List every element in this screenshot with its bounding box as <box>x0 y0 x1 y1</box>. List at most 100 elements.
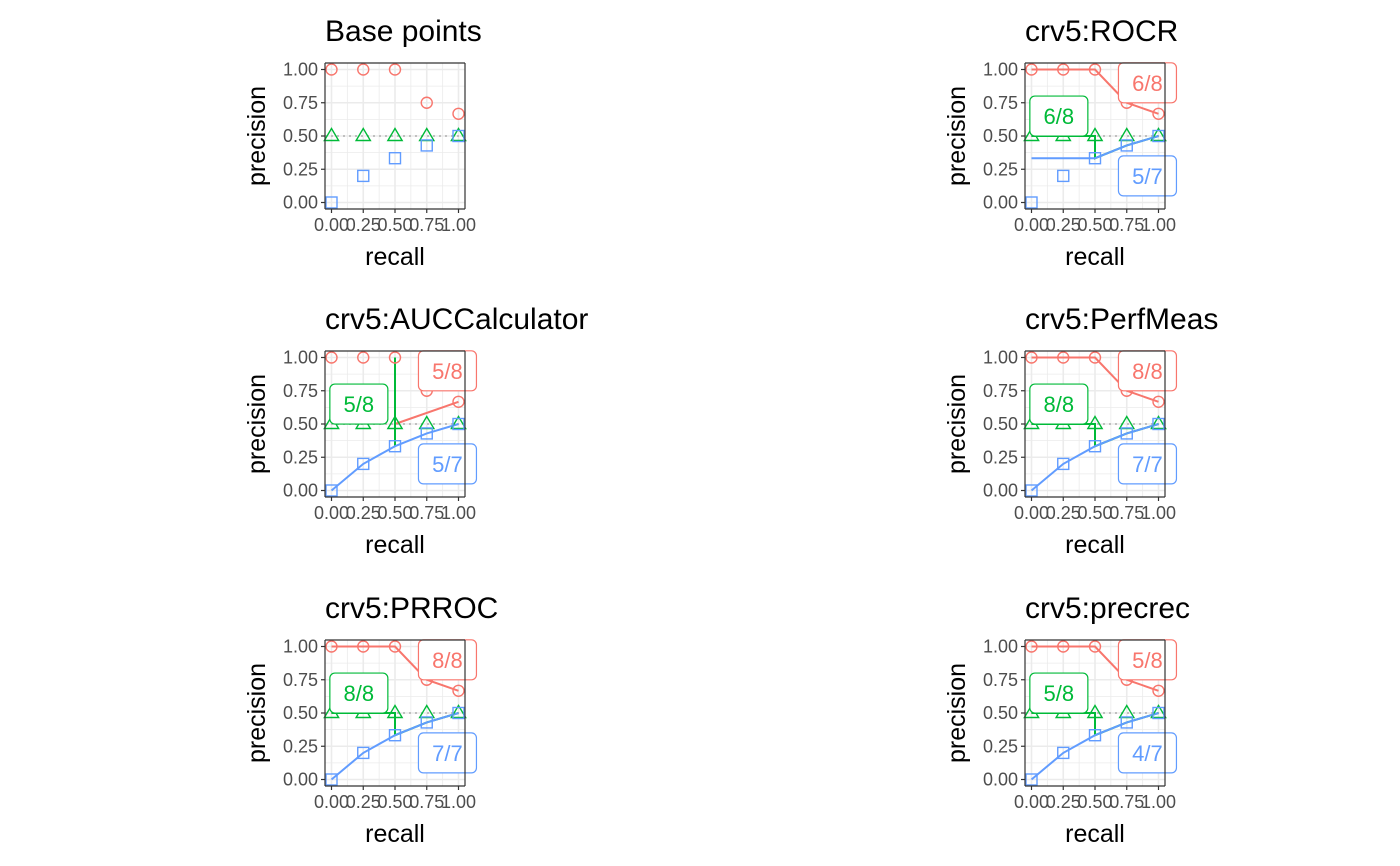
data-point-triangle <box>354 127 372 142</box>
y-tick-label: 0.75 <box>983 93 1018 113</box>
count-label-text: 8/8 <box>1044 392 1075 417</box>
data-point-square <box>1025 196 1038 209</box>
y-tick-label: 0.00 <box>283 770 318 790</box>
x-tick-label: 0.50 <box>377 215 412 235</box>
count-label-text: 5/8 <box>1044 681 1075 706</box>
x-tick-label: 0.50 <box>377 503 412 523</box>
chart-title: crv5:ROCR <box>1025 15 1178 48</box>
data-point-square <box>420 427 433 440</box>
data-point-square <box>357 169 370 183</box>
data-point-square <box>452 129 465 143</box>
count-label: 5/8 <box>1029 672 1089 714</box>
data-point-circle <box>357 63 370 76</box>
data-point-circle <box>452 107 465 120</box>
count-label: 8/8 <box>417 639 478 681</box>
y-tick-label: 0.00 <box>283 193 318 213</box>
y-tick-label: 0.75 <box>983 670 1018 690</box>
data-point-square <box>1088 152 1102 165</box>
data-point-circle <box>1057 63 1070 76</box>
data-point-square <box>452 417 465 431</box>
y-axis-title: precision <box>243 663 271 763</box>
data-point-square <box>388 440 402 453</box>
series-line-1 <box>1031 68 1159 115</box>
y-tick-label: 0.25 <box>283 447 318 467</box>
series-line-1 <box>1031 356 1159 403</box>
x-tick-label: 0.00 <box>314 792 349 812</box>
data-point-circle <box>325 640 338 653</box>
y-tick-label: 1.00 <box>983 348 1018 368</box>
count-label: 5/7 <box>1117 155 1178 197</box>
x-tick-label: 0.00 <box>1014 792 1049 812</box>
y-tick-label: 0.75 <box>283 381 318 401</box>
data-point-triangle <box>1086 127 1104 142</box>
data-point-circle <box>1088 63 1102 76</box>
chart-panel-1: Base points0.000.250.500.751.000.000.250… <box>243 15 482 271</box>
y-tick-label: 1.00 <box>283 60 318 80</box>
y-tick-label: 0.50 <box>283 126 318 146</box>
x-tick-label: 0.25 <box>346 503 381 523</box>
y-axis-title: precision <box>243 374 271 474</box>
data-point-circle <box>325 63 338 76</box>
count-label-text: 5/8 <box>432 359 463 384</box>
count-label-text: 5/7 <box>432 452 463 477</box>
y-tick-label: 0.00 <box>983 193 1018 213</box>
data-point-circle <box>325 351 338 364</box>
data-point-square <box>1120 716 1133 729</box>
count-label: 5/8 <box>1117 639 1178 681</box>
count-label-text: 8/8 <box>1132 359 1163 384</box>
data-point-square <box>1057 169 1070 183</box>
data-point-square <box>452 706 465 720</box>
data-point-triangle <box>450 127 467 142</box>
data-point-circle <box>452 684 465 697</box>
count-label-box <box>1029 672 1089 714</box>
count-label-box <box>1117 732 1178 774</box>
x-tick-label: 0.00 <box>314 503 349 523</box>
y-tick-label: 0.00 <box>983 770 1018 790</box>
series-line-1 <box>394 400 459 425</box>
data-point-square <box>1057 457 1070 471</box>
x-tick-label: 0.50 <box>1077 503 1112 523</box>
data-point-circle <box>1025 351 1038 364</box>
count-label: 7/7 <box>417 732 478 774</box>
data-point-square <box>325 484 338 497</box>
count-label-text: 7/7 <box>1132 452 1163 477</box>
data-point-circle <box>1152 684 1165 697</box>
x-tick-label: 0.25 <box>1046 792 1081 812</box>
count-label-box <box>1029 95 1089 137</box>
data-point-triangle <box>386 415 404 430</box>
x-tick-label: 0.75 <box>409 215 444 235</box>
y-tick-label: 0.75 <box>283 93 318 113</box>
x-tick-label: 1.00 <box>441 503 476 523</box>
count-label: 6/8 <box>1117 62 1178 104</box>
data-point-square <box>1152 129 1165 143</box>
count-label-box <box>1117 155 1178 197</box>
y-tick-label: 0.25 <box>283 159 318 179</box>
y-axis-title: precision <box>243 86 271 186</box>
count-label-text: 5/8 <box>344 392 375 417</box>
y-tick-label: 0.50 <box>283 703 318 723</box>
data-point-triangle <box>450 415 467 430</box>
chart-title: Base points <box>325 15 482 48</box>
chart-panel-4: crv5:PerfMeas8/88/87/70.000.250.500.751.… <box>943 303 1218 559</box>
count-label-box <box>329 383 389 425</box>
count-label: 5/7 <box>417 443 478 485</box>
data-point-triangle <box>1150 704 1167 719</box>
x-tick-label: 0.50 <box>1077 792 1112 812</box>
chart-title: crv5:PRROC <box>325 592 498 625</box>
data-point-square <box>1120 139 1133 152</box>
y-tick-label: 0.75 <box>283 670 318 690</box>
x-tick-label: 1.00 <box>441 792 476 812</box>
x-tick-label: 0.75 <box>409 503 444 523</box>
y-tick-label: 1.00 <box>983 60 1018 80</box>
x-tick-label: 0.00 <box>1014 215 1049 235</box>
data-point-square <box>1025 773 1038 786</box>
data-point-circle <box>1025 640 1038 653</box>
x-tick-label: 1.00 <box>1141 792 1176 812</box>
count-label-text: 5/7 <box>1132 164 1163 189</box>
data-point-square <box>1057 746 1070 760</box>
count-label: 5/8 <box>329 383 389 425</box>
data-point-circle <box>388 351 402 364</box>
count-label-box <box>417 443 478 485</box>
y-tick-label: 0.25 <box>283 736 318 756</box>
